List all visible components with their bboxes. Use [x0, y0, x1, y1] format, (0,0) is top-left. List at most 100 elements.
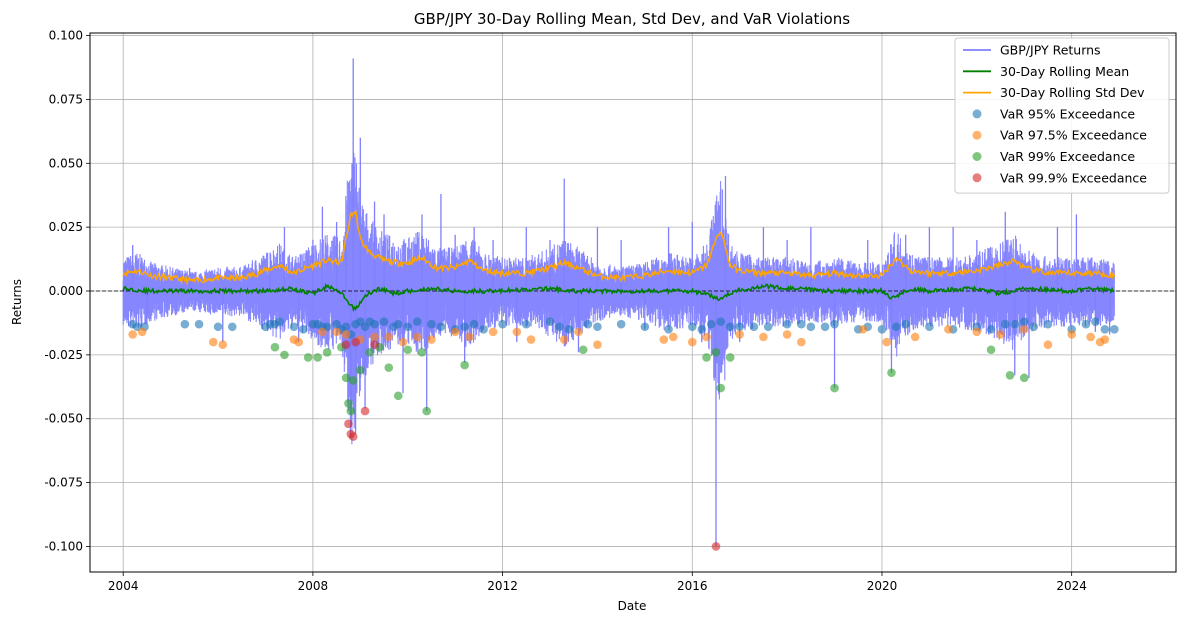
var-point-var975	[996, 330, 1005, 339]
var-point-var975	[370, 332, 379, 342]
var-point-var95	[925, 322, 934, 332]
var-point-var95	[460, 322, 469, 332]
legend-swatch-var95	[972, 109, 982, 119]
x-tick-label: 2024	[1056, 579, 1087, 593]
var-point-var975	[858, 325, 868, 334]
var-point-var99	[270, 342, 280, 352]
var-point-var99	[348, 376, 358, 385]
legend-label-mean: 30-Day Rolling Mean	[1000, 64, 1129, 79]
var-point-var975	[1019, 325, 1029, 334]
var-point-var999	[348, 432, 358, 441]
plot-area-frame	[89, 32, 1177, 573]
var-point-var99	[702, 353, 711, 362]
var-point-var999	[341, 340, 351, 349]
var-point-var99	[460, 360, 469, 370]
rolling-mean-line	[122, 282, 1115, 313]
var-point-var95	[697, 325, 707, 334]
var-point-var975	[735, 330, 745, 339]
var-point-var95	[1091, 317, 1100, 326]
var-point-var95	[749, 322, 759, 332]
var-point-var99	[403, 345, 413, 355]
var-point-var99	[344, 399, 353, 408]
legend-label-std: 30-Day Rolling Std Dev	[1000, 85, 1145, 100]
var-exceedance-points	[128, 317, 1119, 551]
var-point-var95	[275, 317, 284, 326]
y-tick-label: 0.100	[49, 29, 83, 43]
var-point-var95	[521, 319, 531, 329]
var-point-var95	[1019, 317, 1029, 326]
var-point-var975	[218, 340, 228, 349]
var-point-var975	[702, 332, 711, 342]
legend-swatch-var99	[972, 152, 982, 161]
legend-label-var999: VaR 99.9% Exceedance	[1000, 170, 1147, 185]
var-point-var975	[944, 325, 953, 334]
var-point-var99	[393, 391, 403, 401]
var-point-var95	[227, 322, 237, 332]
var-point-var99	[830, 383, 839, 393]
var-point-var95	[901, 319, 910, 329]
var-point-var975	[427, 335, 436, 344]
y-tick-label: 0.025	[49, 220, 83, 234]
var-point-var95	[180, 319, 190, 329]
returns-band	[122, 152, 1115, 445]
var-point-var99	[578, 345, 588, 355]
x-tick-label: 2016	[677, 579, 708, 593]
var-point-var95	[370, 319, 379, 329]
legend: GBP/JPY Returns 30-Day Rolling Mean 30-Day…	[954, 37, 1170, 194]
var-point-var975	[559, 335, 569, 344]
y-tick-label: -0.050	[44, 412, 83, 426]
var-point-var975	[759, 332, 768, 342]
var-point-var99	[341, 373, 351, 383]
var-point-var999	[370, 340, 379, 349]
axis-ticks: 2004 2008 2012 2016 2020 2024 -0.100 -0.075 -0.0…	[44, 29, 1087, 593]
var-point-var975	[318, 327, 327, 337]
var-point-var95	[1043, 319, 1053, 329]
var-point-var95	[706, 319, 716, 329]
var-point-var95	[1010, 319, 1020, 329]
var-point-var975	[294, 337, 303, 347]
var-point-var975	[882, 337, 892, 347]
var-point-var95	[213, 322, 223, 332]
var-point-var95	[725, 322, 735, 332]
var-point-var975	[1067, 330, 1076, 339]
var-point-var95	[1029, 322, 1039, 332]
var-point-var975	[137, 327, 147, 337]
var-point-var975	[332, 327, 341, 337]
var-point-var975	[450, 327, 460, 337]
y-tick-label: 0.075	[49, 92, 83, 106]
var-point-var95	[640, 322, 650, 332]
var-point-var975	[972, 327, 982, 337]
var-point-var99	[417, 348, 427, 357]
rolling-std-series	[122, 208, 1116, 286]
var-point-var95	[797, 319, 806, 329]
var-point-var95	[891, 322, 901, 332]
var-point-var99	[313, 353, 322, 362]
rolling-mean-series	[122, 282, 1115, 313]
var-point-var99	[725, 353, 735, 362]
chart-title: GBP/JPY 30-Day Rolling Mean, Std Dev, an…	[414, 10, 850, 28]
legend-swatch-var999	[972, 173, 982, 183]
var-point-var95	[498, 319, 507, 329]
y-tick-label: 0.050	[49, 156, 83, 170]
var-point-var975	[659, 335, 669, 344]
var-point-var95	[782, 319, 792, 329]
var-point-var975	[1043, 340, 1053, 349]
var-point-var99	[384, 363, 394, 372]
var-point-var95	[479, 325, 488, 334]
var-point-var99	[280, 350, 289, 360]
x-tick-label: 2008	[298, 579, 329, 593]
var-point-var99	[365, 348, 375, 357]
var-point-var975	[384, 332, 394, 342]
var-point-var95	[555, 322, 564, 332]
var-point-var99	[887, 368, 896, 378]
var-point-var95	[299, 325, 308, 334]
returns-series	[122, 58, 1115, 547]
x-tick-label: 2012	[487, 579, 518, 593]
var-point-var95	[830, 319, 839, 329]
var-point-var95	[664, 325, 673, 334]
var-point-var99	[716, 383, 726, 393]
var-point-var95	[194, 319, 204, 329]
x-tick-label: 2004	[108, 579, 139, 593]
var-point-var95	[393, 319, 403, 329]
